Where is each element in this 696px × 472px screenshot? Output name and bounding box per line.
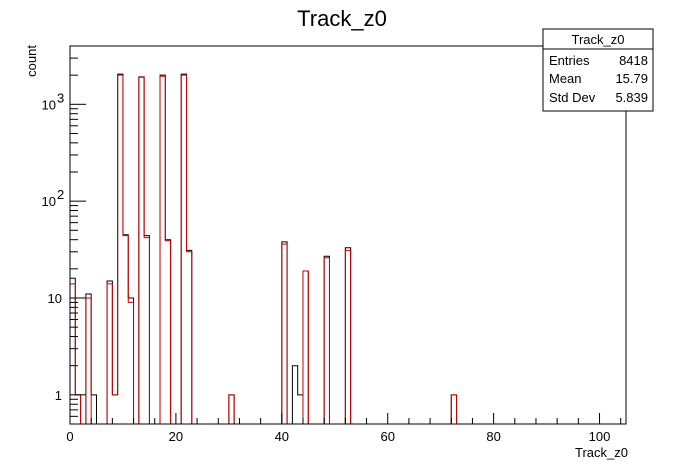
x-tick-label: 40 <box>275 429 289 444</box>
stats-mean-label: Mean <box>549 71 582 86</box>
y-tick-label: 10 <box>42 97 56 112</box>
stats-stddev-label: Std Dev <box>549 90 596 105</box>
x-tick-label: 60 <box>380 429 394 444</box>
stats-entries-value: 8418 <box>619 53 648 68</box>
y-tick-exponent: 3 <box>57 90 64 105</box>
chart-title: Track_z0 <box>297 6 387 31</box>
y-tick-label: 10 <box>48 291 62 306</box>
stats-box: Track_z0 Entries 8418 Mean 15.79 Std Dev… <box>542 28 654 112</box>
x-axis-label: Track_z0 <box>575 445 628 460</box>
bars-layer <box>69 73 626 425</box>
stats-mean-value: 15.79 <box>615 71 648 86</box>
stats-title: Track_z0 <box>572 32 625 47</box>
x-tick-label: 20 <box>169 429 183 444</box>
stats-box-frame <box>542 28 654 112</box>
histogram-series-1 <box>69 74 626 425</box>
plot-frame <box>69 45 627 425</box>
histogram-series-0 <box>69 73 626 425</box>
x-tick-label: 100 <box>589 429 611 444</box>
stats-stddev-value: 5.839 <box>615 90 648 105</box>
y-tick-label: 1 <box>55 388 62 403</box>
y-tick-label: 10 <box>42 194 56 209</box>
y-axis-label: count <box>24 45 39 77</box>
stats-entries-label: Entries <box>549 53 590 68</box>
x-tick-label: 80 <box>486 429 500 444</box>
y-tick-exponent: 2 <box>57 187 64 202</box>
x-tick-label: 0 <box>66 429 73 444</box>
